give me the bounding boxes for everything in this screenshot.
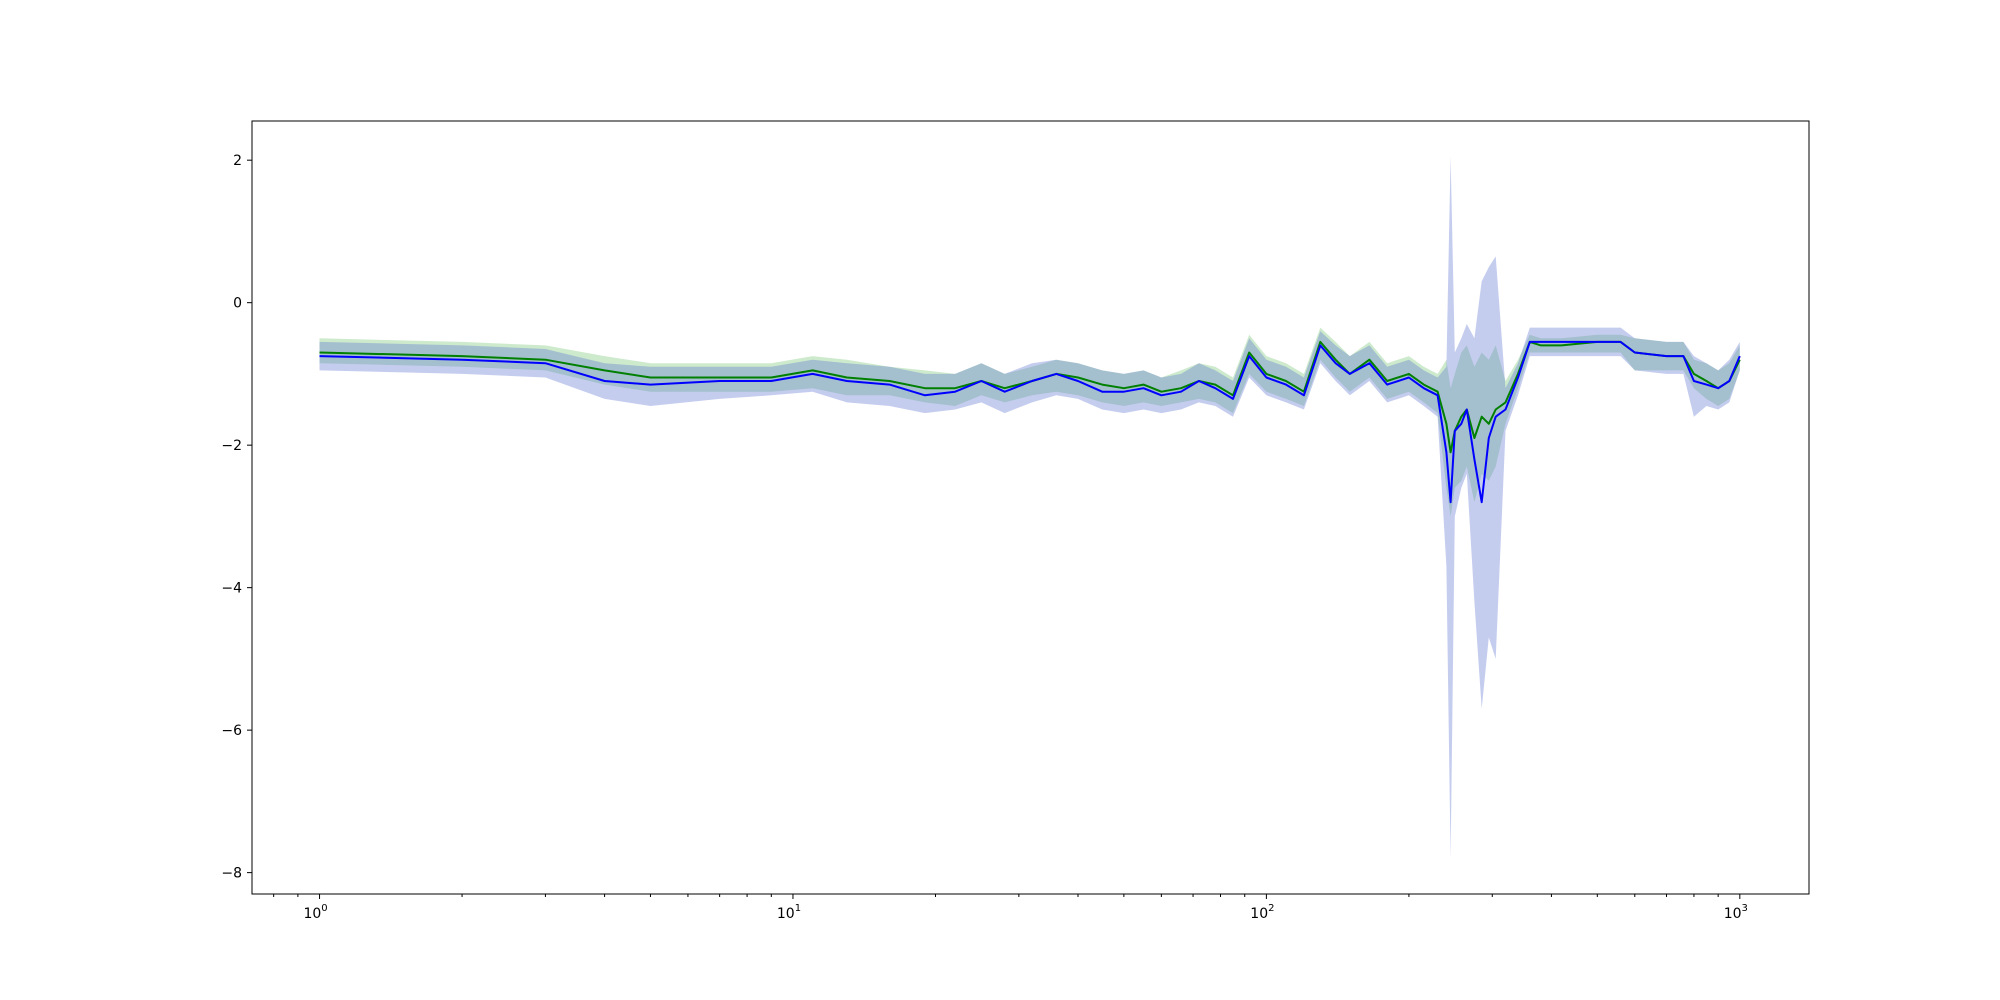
x-tick-label: 100 [303, 903, 327, 922]
x-axis-ticks: 100 101 102 103 [273, 894, 1748, 922]
confidence-bands [319, 156, 1740, 859]
x-tick-label: 101 [777, 903, 801, 922]
plot-frame [251, 120, 1810, 895]
series-2-line [319, 340, 1741, 504]
plot-area [252, 121, 1809, 894]
series-1-line [319, 340, 1741, 454]
y-tick-label: −6 [221, 723, 242, 739]
y-tick-label: −8 [221, 866, 242, 882]
x-tick-label: 102 [1250, 903, 1274, 922]
y-tick-label: −4 [221, 581, 242, 597]
y-tick-label: 2 [233, 153, 242, 169]
y-axis-ticks: 2 0 −2 −4 −6 −8 [221, 153, 252, 882]
series-lines [319, 340, 1741, 504]
series-2-band [319, 156, 1740, 859]
y-tick-label: 0 [233, 296, 242, 312]
y-tick-label: −2 [221, 438, 242, 454]
x-tick-label: 103 [1724, 903, 1748, 922]
series-1-band [319, 327, 1740, 517]
